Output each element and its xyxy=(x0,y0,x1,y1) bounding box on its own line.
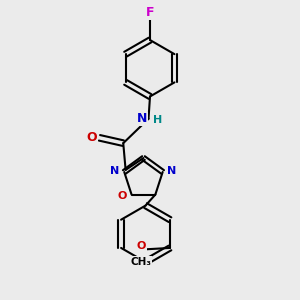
Text: O: O xyxy=(137,242,146,251)
Text: O: O xyxy=(118,191,128,201)
Text: N: N xyxy=(137,112,147,125)
Text: O: O xyxy=(87,131,98,144)
Text: CH₃: CH₃ xyxy=(131,257,152,267)
Text: H: H xyxy=(153,115,163,125)
Text: N: N xyxy=(110,166,119,176)
Text: N: N xyxy=(167,166,176,176)
Text: F: F xyxy=(146,6,154,19)
